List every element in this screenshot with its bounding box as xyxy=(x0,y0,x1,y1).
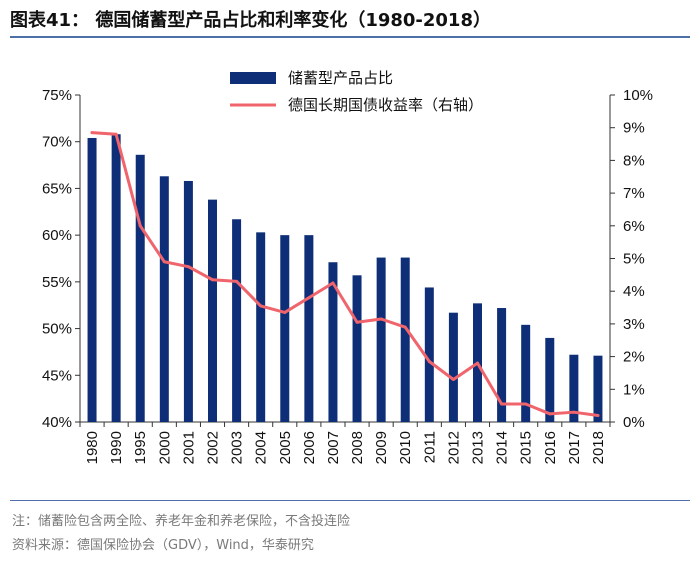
yield-point xyxy=(90,131,94,135)
bar xyxy=(87,137,97,422)
yield-point xyxy=(307,296,311,300)
legend-bar-label: 储蓄型产品占比 xyxy=(288,70,393,87)
source-note: 资料来源：德国保险协会（GDV），Wind，华泰研究 xyxy=(12,538,314,553)
yield-point xyxy=(211,278,214,282)
yield-point xyxy=(379,317,383,321)
yield-point xyxy=(572,410,576,414)
x-tick-label: 2004 xyxy=(253,431,270,464)
yield-point xyxy=(259,304,263,308)
x-tick-label: 2011 xyxy=(421,431,438,463)
bar xyxy=(569,354,579,422)
bar xyxy=(424,287,434,422)
left-tick-label: 75% xyxy=(42,87,72,104)
x-tick-label: 2000 xyxy=(156,431,173,464)
bar xyxy=(304,235,314,422)
right-tick-label: 4% xyxy=(623,283,645,300)
bar xyxy=(159,176,169,422)
left-tick-label: 65% xyxy=(42,180,72,197)
right-tick-label: 0% xyxy=(623,414,645,431)
x-tick-label: 2013 xyxy=(470,431,487,464)
yield-point xyxy=(476,361,479,365)
x-tick-label: 2008 xyxy=(349,431,366,464)
x-tick-label: 2012 xyxy=(445,431,462,464)
bar xyxy=(497,308,507,422)
yield-point xyxy=(283,310,287,314)
left-tick-label: 70% xyxy=(42,134,72,151)
x-tick-label: 2016 xyxy=(542,431,559,464)
yield-point xyxy=(548,412,552,416)
bar xyxy=(280,235,290,422)
x-tick-label: 1980 xyxy=(84,431,101,464)
bar xyxy=(256,232,266,422)
right-tick-label: 9% xyxy=(623,120,645,137)
bar xyxy=(328,262,338,422)
yield-point xyxy=(355,320,359,324)
bar xyxy=(352,275,362,422)
x-tick-label: 2001 xyxy=(180,431,197,464)
x-tick-label: 1995 xyxy=(132,431,149,464)
x-tick-label: 2015 xyxy=(518,431,535,464)
bar xyxy=(232,219,242,422)
footnote: 注：储蓄险包含两全险、养老年金和养老保险，不含投连险 xyxy=(12,514,351,529)
x-tick-label: 2017 xyxy=(566,431,583,464)
yield-line xyxy=(90,131,600,417)
figure-title: 图表41： 德国储蓄型产品占比和利率变化（1980-2018） xyxy=(10,10,491,31)
legend-bar-swatch xyxy=(230,72,276,84)
yield-point xyxy=(162,260,166,264)
yield-point xyxy=(451,377,455,381)
notes-divider xyxy=(10,500,690,501)
bar xyxy=(376,257,386,422)
x-tick-label: 2009 xyxy=(373,431,390,464)
yield-point xyxy=(235,279,239,283)
yield-point xyxy=(500,402,504,406)
x-tick-label: 2014 xyxy=(494,431,511,464)
legend-line-label: 德国长期国债收益率（右轴） xyxy=(288,96,483,114)
yield-point xyxy=(596,413,600,417)
bar xyxy=(111,134,121,423)
bar xyxy=(400,257,410,422)
bar xyxy=(208,199,217,422)
bar xyxy=(521,324,531,422)
x-tick-label: 2005 xyxy=(277,431,294,464)
x-tick-label: 2006 xyxy=(301,431,318,464)
right-tick-label: 3% xyxy=(623,316,645,333)
yield-point xyxy=(331,281,335,285)
x-tick-label: 2002 xyxy=(205,431,222,464)
left-tick-label: 55% xyxy=(42,274,72,291)
yield-point xyxy=(138,224,142,228)
right-tick-label: 7% xyxy=(623,185,645,202)
x-tick-label: 2007 xyxy=(325,431,342,464)
right-tick-label: 6% xyxy=(623,218,645,235)
x-tick-label: 2003 xyxy=(229,431,246,464)
bar xyxy=(183,180,193,422)
x-tick-label: 2010 xyxy=(397,431,414,464)
yield-point xyxy=(524,402,528,406)
bar xyxy=(545,337,555,422)
title-divider xyxy=(10,36,690,38)
left-tick-label: 50% xyxy=(42,321,72,338)
right-tick-label: 5% xyxy=(623,251,645,268)
bar xyxy=(448,312,458,422)
yield-point xyxy=(427,360,431,364)
left-tick-label: 45% xyxy=(42,367,72,384)
bar xyxy=(135,154,145,422)
x-tick-label: 2018 xyxy=(590,431,607,464)
yield-point xyxy=(403,325,407,329)
left-tick-label: 40% xyxy=(42,414,72,431)
bar xyxy=(593,355,603,422)
yield-point xyxy=(114,132,118,136)
right-tick-label: 10% xyxy=(623,87,653,104)
legend: 储蓄型产品占比 德国长期国债收益率（右轴） xyxy=(230,70,483,114)
left-tick-label: 60% xyxy=(42,227,72,244)
yield-point xyxy=(186,265,190,269)
right-tick-label: 1% xyxy=(623,381,645,398)
right-tick-label: 8% xyxy=(623,152,645,169)
x-tick-label: 1990 xyxy=(108,431,125,464)
combo-chart: 储蓄型产品占比 德国长期国债收益率（右轴） 40% 45% 50% 55% 60% 65%… xyxy=(42,70,653,464)
right-tick-label: 2% xyxy=(623,349,645,366)
